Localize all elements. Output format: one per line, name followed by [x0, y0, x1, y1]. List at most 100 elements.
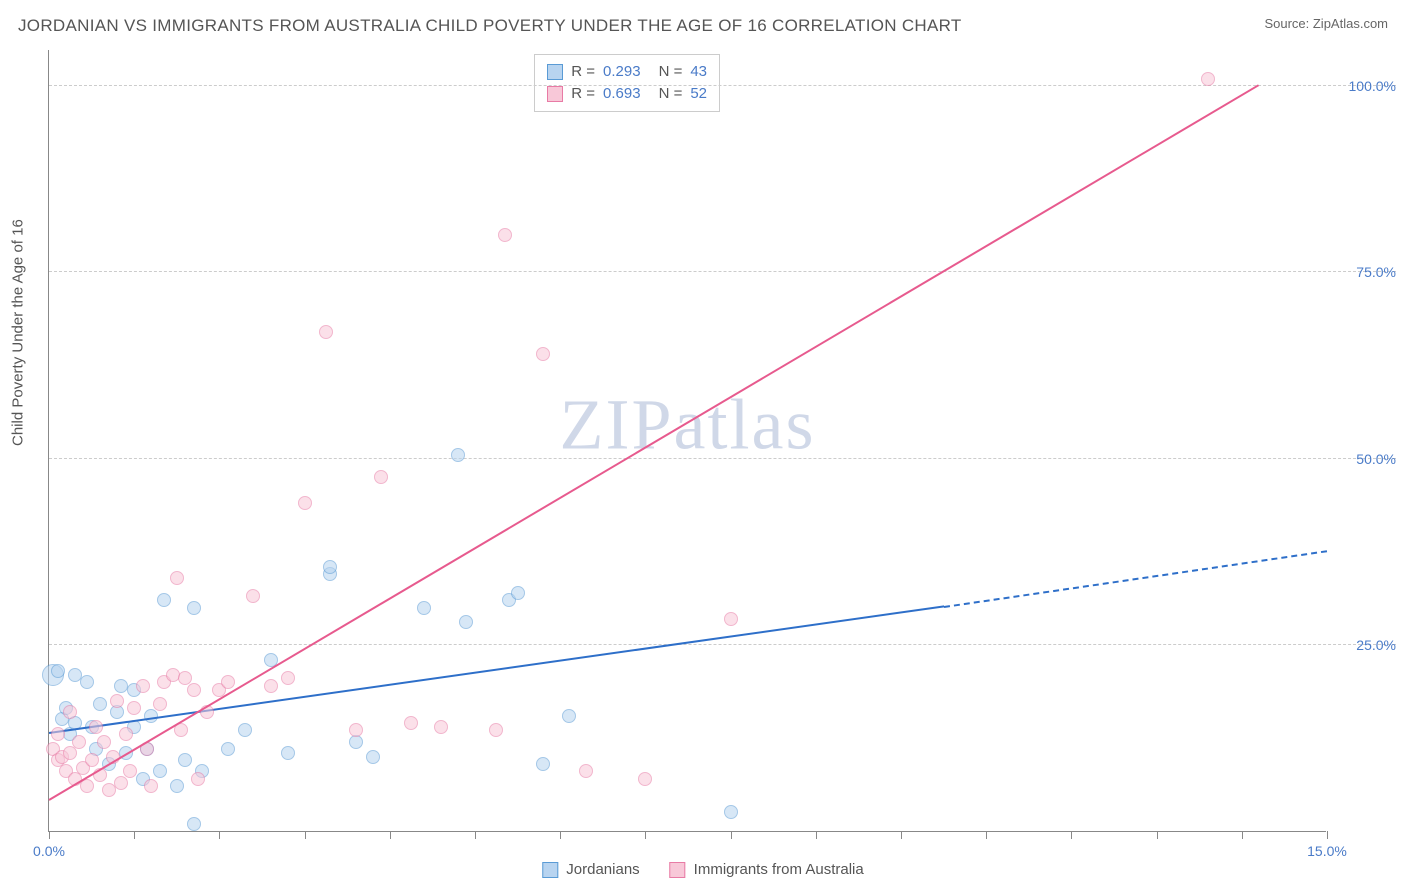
- scatter-point: [562, 709, 576, 723]
- x-tick: [1327, 831, 1328, 839]
- grid-line: [49, 85, 1396, 86]
- scatter-point: [191, 772, 205, 786]
- legend-swatch-blue: [547, 64, 563, 80]
- scatter-point: [80, 675, 94, 689]
- scatter-point: [110, 694, 124, 708]
- x-tick: [1157, 831, 1158, 839]
- trend-line: [48, 84, 1259, 801]
- scatter-point: [246, 589, 260, 603]
- x-tick: [816, 831, 817, 839]
- scatter-point: [93, 697, 107, 711]
- scatter-point: [281, 671, 295, 685]
- legend-item-jordanians: Jordanians: [542, 861, 639, 878]
- y-axis-label: Child Poverty Under the Age of 16: [10, 219, 27, 446]
- scatter-point: [238, 723, 252, 737]
- x-tick: [475, 831, 476, 839]
- y-tick-label: 25.0%: [1336, 637, 1396, 653]
- scatter-point: [187, 683, 201, 697]
- scatter-point: [85, 753, 99, 767]
- grid-line: [49, 644, 1396, 645]
- trend-line: [943, 550, 1327, 608]
- trend-line: [49, 606, 944, 735]
- scatter-point: [404, 716, 418, 730]
- scatter-point: [97, 735, 111, 749]
- scatter-point: [157, 593, 171, 607]
- scatter-point: [119, 727, 133, 741]
- x-tick-label: 0.0%: [33, 843, 65, 859]
- chart-title: JORDANIAN VS IMMIGRANTS FROM AUSTRALIA C…: [18, 16, 962, 36]
- legend-row-1: R = 0.293 N = 43: [547, 61, 707, 83]
- scatter-point: [187, 601, 201, 615]
- scatter-point: [68, 668, 82, 682]
- legend-swatch-immigrants: [670, 862, 686, 878]
- scatter-point: [170, 571, 184, 585]
- scatter-point: [187, 817, 201, 831]
- correlation-legend: R = 0.293 N = 43 R = 0.693 N = 52: [534, 54, 720, 112]
- r-value-2: 0.693: [603, 83, 641, 105]
- scatter-point: [536, 347, 550, 361]
- scatter-point: [153, 764, 167, 778]
- x-tick: [986, 831, 987, 839]
- x-tick: [49, 831, 50, 839]
- r-value-1: 0.293: [603, 61, 641, 83]
- x-tick-label: 15.0%: [1307, 843, 1347, 859]
- scatter-point: [102, 783, 116, 797]
- x-tick: [305, 831, 306, 839]
- scatter-point: [153, 697, 167, 711]
- scatter-point: [63, 705, 77, 719]
- scatter-point: [724, 805, 738, 819]
- x-tick: [560, 831, 561, 839]
- plot-area: ZIPatlas R = 0.293 N = 43 R = 0.693 N = …: [48, 50, 1326, 832]
- n-value-1: 43: [690, 61, 707, 83]
- scatter-point: [417, 601, 431, 615]
- scatter-point: [298, 496, 312, 510]
- scatter-point: [221, 675, 235, 689]
- x-tick: [731, 831, 732, 839]
- x-tick: [645, 831, 646, 839]
- source-label: Source: ZipAtlas.com: [1264, 16, 1388, 31]
- scatter-point: [489, 723, 503, 737]
- scatter-point: [319, 325, 333, 339]
- y-tick-label: 50.0%: [1336, 451, 1396, 467]
- scatter-point: [724, 612, 738, 626]
- scatter-point: [51, 664, 65, 678]
- grid-line: [49, 458, 1396, 459]
- scatter-point: [123, 764, 137, 778]
- n-value-2: 52: [690, 83, 707, 105]
- scatter-point: [144, 779, 158, 793]
- scatter-point: [170, 779, 184, 793]
- x-tick: [901, 831, 902, 839]
- scatter-point: [136, 679, 150, 693]
- scatter-point: [579, 764, 593, 778]
- legend-label-1: Jordanians: [566, 861, 639, 878]
- scatter-point: [323, 560, 337, 574]
- x-tick: [1242, 831, 1243, 839]
- grid-line: [49, 271, 1396, 272]
- scatter-point: [127, 701, 141, 715]
- scatter-point: [51, 727, 65, 741]
- scatter-point: [638, 772, 652, 786]
- scatter-point: [498, 228, 512, 242]
- legend-swatch-pink: [547, 86, 563, 102]
- scatter-point: [178, 753, 192, 767]
- x-tick: [134, 831, 135, 839]
- legend-swatch-jordanians: [542, 862, 558, 878]
- series-legend: Jordanians Immigrants from Australia: [542, 861, 863, 878]
- watermark: ZIPatlas: [560, 383, 816, 466]
- y-tick-label: 75.0%: [1336, 264, 1396, 280]
- scatter-point: [281, 746, 295, 760]
- scatter-point: [1201, 72, 1215, 86]
- scatter-point: [366, 750, 380, 764]
- legend-row-2: R = 0.693 N = 52: [547, 83, 707, 105]
- scatter-point: [374, 470, 388, 484]
- y-tick-label: 100.0%: [1336, 78, 1396, 94]
- x-tick: [219, 831, 220, 839]
- legend-label-2: Immigrants from Australia: [694, 861, 864, 878]
- scatter-point: [80, 779, 94, 793]
- legend-item-immigrants: Immigrants from Australia: [670, 861, 864, 878]
- scatter-point: [264, 679, 278, 693]
- scatter-point: [349, 723, 363, 737]
- x-tick: [1071, 831, 1072, 839]
- scatter-point: [536, 757, 550, 771]
- scatter-point: [459, 615, 473, 629]
